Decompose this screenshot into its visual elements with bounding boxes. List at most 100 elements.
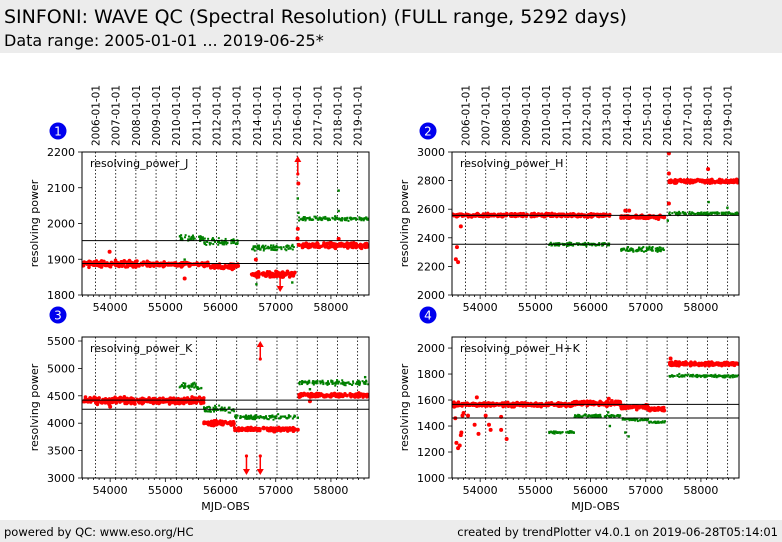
data-point (225, 409, 228, 412)
data-point (727, 211, 730, 214)
panel-series-label: resolving_power_J (90, 157, 188, 170)
data-point (600, 242, 603, 245)
axes-frame (451, 151, 740, 296)
data-point (285, 245, 288, 248)
data-point (179, 265, 184, 269)
y-axis-title: resolving power (398, 179, 411, 267)
data-point (225, 421, 230, 426)
data-point (644, 250, 647, 253)
data-point (251, 248, 254, 251)
data-point (137, 401, 142, 405)
date-label: 2015-01-01 (272, 85, 284, 146)
data-point (314, 244, 319, 249)
data-point (290, 272, 294, 277)
data-point (570, 241, 573, 244)
data-point (281, 272, 286, 277)
y-tick-label: 1900 (47, 253, 75, 266)
data-point (272, 418, 275, 421)
data-point (255, 246, 258, 249)
data-point (525, 401, 530, 406)
date-label: 2013-01-01 (602, 85, 614, 146)
data-point (291, 417, 294, 420)
data-point (339, 219, 342, 222)
data-point (184, 382, 187, 385)
footer-powered-by[interactable]: powered by QC: www.eso.org/HC (4, 525, 194, 539)
data-point (205, 263, 210, 268)
data-point (577, 242, 580, 245)
data-point (669, 374, 672, 377)
x-tick-label: 55000 (148, 301, 183, 314)
y-axis-title: resolving power (398, 363, 411, 451)
data-point (689, 374, 692, 377)
data-point (610, 413, 613, 416)
data-point (308, 242, 312, 247)
data-point (629, 249, 632, 252)
data-point (645, 418, 648, 421)
data-point (246, 415, 249, 418)
data-point (229, 411, 232, 414)
data-point (262, 249, 265, 252)
data-point (207, 237, 210, 240)
data-point (328, 218, 331, 221)
data-point (341, 216, 344, 219)
data-point (310, 218, 313, 221)
data-point (217, 237, 220, 240)
data-point (726, 362, 730, 366)
data-point (194, 385, 197, 388)
date-label: 2016-01-01 (662, 85, 674, 146)
data-point (274, 269, 278, 274)
data-point (642, 418, 645, 421)
data-point (593, 414, 596, 417)
data-point (306, 394, 311, 398)
data-point (269, 416, 272, 419)
data-point (367, 383, 369, 386)
data-point (621, 216, 626, 220)
date-label: 2010-01-01 (541, 85, 553, 146)
data-point (583, 243, 586, 246)
outlier-point (624, 431, 627, 434)
data-point (558, 431, 561, 434)
data-point (337, 242, 342, 246)
date-label: 2006-01-01 (91, 85, 103, 146)
x-tick-label: 57000 (628, 301, 663, 314)
data-point (129, 396, 134, 400)
data-point (179, 237, 182, 240)
data-point (117, 264, 122, 269)
data-point (365, 379, 368, 382)
date-label: 2012-01-01 (212, 85, 224, 146)
data-point (720, 212, 723, 215)
data-point (181, 237, 184, 240)
data-point (363, 245, 368, 250)
data-point (575, 242, 578, 245)
data-point (699, 375, 702, 378)
data-point (265, 417, 268, 420)
data-point (278, 246, 281, 249)
data-point (201, 397, 205, 402)
outlier-point (337, 189, 340, 192)
outlier-point (297, 211, 300, 214)
data-point (241, 415, 244, 418)
data-point (219, 409, 222, 412)
data-point (567, 431, 570, 434)
data-point (227, 411, 230, 414)
data-point (257, 245, 260, 248)
data-point (722, 361, 727, 365)
data-point (338, 217, 341, 220)
y-tick-label: 2200 (47, 146, 75, 159)
data-point (612, 414, 615, 417)
data-point (724, 376, 727, 379)
data-point (691, 375, 694, 378)
data-point (273, 249, 276, 252)
data-point (654, 422, 657, 425)
panel-number-badge (49, 306, 67, 324)
arrow-base (258, 454, 262, 458)
data-point (595, 414, 598, 417)
data-point (586, 400, 590, 404)
data-point (221, 407, 224, 410)
data-point (302, 216, 305, 219)
data-point (657, 247, 660, 250)
data-point (218, 265, 223, 269)
outlier-point (623, 208, 628, 213)
data-point (247, 414, 250, 417)
data-point (460, 404, 464, 408)
